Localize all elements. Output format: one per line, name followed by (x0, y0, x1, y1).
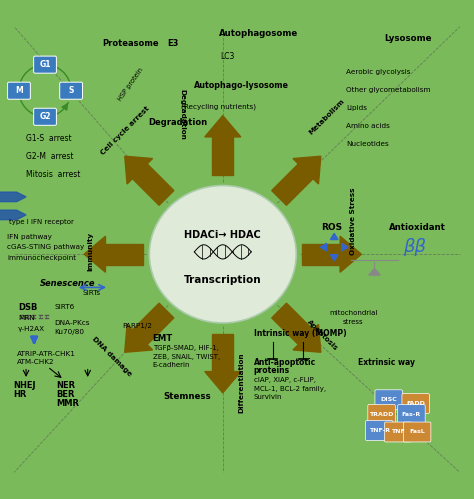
Text: Lipids: Lipids (346, 105, 367, 111)
Text: E3: E3 (167, 39, 179, 48)
Polygon shape (125, 156, 153, 184)
Text: Anti-apoptotic: Anti-apoptotic (254, 358, 316, 367)
FancyBboxPatch shape (403, 422, 431, 442)
Text: Metabolism: Metabolism (308, 98, 346, 136)
Text: TNF-R: TNF-R (369, 428, 390, 433)
Text: Transcription: Transcription (184, 275, 262, 285)
FancyBboxPatch shape (60, 82, 82, 99)
Text: Proteasome: Proteasome (102, 39, 159, 48)
Text: Degradation: Degradation (148, 118, 207, 127)
Polygon shape (293, 324, 321, 352)
FancyBboxPatch shape (402, 394, 429, 414)
Text: DSB: DSB (18, 303, 37, 312)
Text: NER: NER (56, 381, 75, 390)
Polygon shape (293, 156, 321, 184)
Text: cGAS-STING pathway: cGAS-STING pathway (7, 244, 84, 250)
Text: type I IFN receptor: type I IFN receptor (9, 219, 74, 225)
Text: stress: stress (343, 318, 364, 324)
FancyBboxPatch shape (368, 405, 395, 425)
Text: SIRT6: SIRT6 (55, 304, 75, 310)
Text: γ-H2AX: γ-H2AX (18, 326, 45, 332)
Text: FasL: FasL (409, 430, 425, 435)
Text: ZEB, SNAIL, TWIST,: ZEB, SNAIL, TWIST, (153, 354, 220, 360)
Polygon shape (125, 324, 153, 352)
Text: HDACi→ HDAC: HDACi→ HDAC (184, 230, 261, 241)
Polygon shape (330, 234, 338, 240)
Text: Intrinsic way (MOMP): Intrinsic way (MOMP) (254, 329, 346, 338)
Text: Extrinsic way: Extrinsic way (358, 358, 415, 367)
Text: TNF: TNF (391, 430, 405, 435)
Polygon shape (340, 236, 361, 272)
Text: MRN: MRN (18, 315, 35, 321)
Text: E-cadherin: E-cadherin (153, 362, 190, 368)
Text: HR: HR (13, 390, 27, 399)
Polygon shape (205, 116, 241, 137)
Text: S: S (68, 86, 74, 95)
Text: Degradation: Degradation (180, 89, 185, 140)
Text: FADD: FADD (406, 401, 425, 406)
Text: HSP protein: HSP protein (117, 67, 144, 102)
Text: mitochondrial: mitochondrial (329, 310, 377, 316)
Text: Fas-R: Fas-R (402, 412, 421, 417)
Text: MCL-1, BCL-2 family,: MCL-1, BCL-2 family, (254, 386, 326, 392)
Polygon shape (105, 244, 143, 264)
Text: Senescence: Senescence (40, 279, 96, 288)
Text: cIAP, XIAP, c-FLIP,: cIAP, XIAP, c-FLIP, (254, 377, 316, 383)
Text: Immunity: Immunity (87, 233, 93, 271)
FancyBboxPatch shape (34, 56, 56, 73)
Ellipse shape (149, 186, 296, 323)
Text: proteins: proteins (254, 366, 290, 375)
Text: M: M (15, 86, 23, 95)
Text: DNA damage: DNA damage (91, 335, 132, 377)
Text: G1: G1 (39, 60, 51, 69)
Text: LC3: LC3 (220, 51, 235, 60)
FancyBboxPatch shape (398, 405, 425, 425)
Text: Antioxidant: Antioxidant (389, 223, 446, 232)
Polygon shape (342, 244, 348, 251)
Text: Nucleotides: Nucleotides (346, 141, 389, 147)
Polygon shape (369, 268, 380, 275)
Polygon shape (302, 244, 340, 264)
Polygon shape (272, 164, 313, 205)
Text: DNA-PKcs: DNA-PKcs (55, 320, 90, 326)
Text: SIRTs: SIRTs (83, 290, 101, 296)
Polygon shape (0, 192, 26, 202)
Polygon shape (205, 372, 241, 393)
Text: Survivin: Survivin (254, 394, 282, 400)
Text: ATRIP-ATR-CHK1: ATRIP-ATR-CHK1 (17, 351, 75, 357)
Text: BER: BER (56, 390, 74, 399)
Text: TRADD: TRADD (369, 412, 394, 417)
Text: Aerobic glycolysis: Aerobic glycolysis (346, 69, 410, 75)
Polygon shape (272, 303, 313, 345)
Polygon shape (212, 137, 233, 175)
Text: ββ: ββ (403, 238, 426, 256)
Text: Autophagosome: Autophagosome (219, 29, 298, 38)
Text: immunocheckpoint: immunocheckpoint (7, 254, 76, 260)
Text: Ku70/80: Ku70/80 (55, 329, 84, 335)
Text: Cell cycle arrest: Cell cycle arrest (100, 106, 151, 156)
Text: Oxidative Stress: Oxidative Stress (350, 187, 356, 255)
Polygon shape (0, 210, 26, 220)
Text: EMT: EMT (153, 334, 173, 343)
FancyBboxPatch shape (8, 82, 30, 99)
Text: DISC: DISC (380, 397, 397, 402)
Text: G2-M  arrest: G2-M arrest (26, 152, 73, 161)
Text: Other glycometabolism: Other glycometabolism (346, 87, 430, 93)
Text: PARP1/2: PARP1/2 (122, 323, 152, 329)
FancyBboxPatch shape (384, 422, 412, 442)
Text: Lysosome: Lysosome (384, 34, 431, 43)
Text: Amino acids: Amino acids (346, 123, 390, 129)
Text: TGFβ-SMAD, HIF-1,: TGFβ-SMAD, HIF-1, (153, 345, 219, 351)
Text: G1-S  arrest: G1-S arrest (26, 134, 72, 143)
Text: (Recycling nutrients): (Recycling nutrients) (181, 103, 255, 110)
Text: G2: G2 (39, 112, 51, 121)
Text: Apoptosis: Apoptosis (306, 318, 339, 351)
Text: ATM-CHK2: ATM-CHK2 (17, 359, 54, 365)
Polygon shape (132, 164, 174, 205)
Text: Differentiation: Differentiation (239, 352, 245, 413)
Polygon shape (320, 244, 327, 251)
Text: Autophago-lysosome: Autophago-lysosome (194, 81, 289, 90)
Polygon shape (330, 254, 338, 261)
Text: Stemness: Stemness (164, 392, 211, 401)
